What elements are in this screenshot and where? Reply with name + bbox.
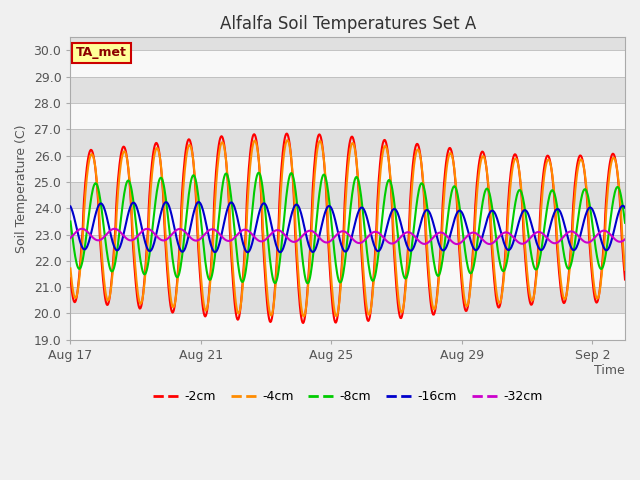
-32cm xyxy=(401,230,409,236)
-32cm xyxy=(180,228,188,233)
-8cm xyxy=(255,170,263,176)
-2cm xyxy=(283,131,291,136)
Bar xyxy=(70,50,625,77)
-32cm xyxy=(355,240,362,246)
-8cm xyxy=(621,220,629,226)
-8cm xyxy=(179,248,187,254)
-32cm xyxy=(492,238,500,243)
Text: TA_met: TA_met xyxy=(76,47,127,60)
-8cm xyxy=(355,180,363,186)
Bar xyxy=(70,103,625,129)
-2cm xyxy=(492,292,500,298)
-8cm xyxy=(492,232,500,238)
Line: -4cm: -4cm xyxy=(70,140,625,316)
-2cm xyxy=(300,320,307,326)
-4cm xyxy=(300,313,308,319)
Title: Alfalfa Soil Temperatures Set A: Alfalfa Soil Temperatures Set A xyxy=(220,15,476,33)
-2cm xyxy=(355,194,363,200)
-2cm xyxy=(402,277,410,283)
Legend: -2cm, -4cm, -8cm, -16cm, -32cm: -2cm, -4cm, -8cm, -16cm, -32cm xyxy=(148,385,548,408)
-16cm xyxy=(621,205,629,211)
-4cm xyxy=(355,188,363,194)
Bar xyxy=(70,261,625,287)
-16cm xyxy=(130,200,138,205)
-16cm xyxy=(244,250,252,255)
-32cm xyxy=(142,226,150,232)
-8cm xyxy=(141,271,149,277)
-16cm xyxy=(402,240,410,245)
-16cm xyxy=(355,208,363,214)
-4cm xyxy=(141,272,149,277)
Line: -8cm: -8cm xyxy=(70,173,625,283)
-16cm xyxy=(179,249,187,254)
Bar xyxy=(70,208,625,235)
-32cm xyxy=(67,235,74,241)
-2cm xyxy=(179,180,187,186)
-2cm xyxy=(67,276,74,281)
-8cm xyxy=(67,218,74,224)
Text: Time: Time xyxy=(595,364,625,377)
-4cm xyxy=(402,282,410,288)
-4cm xyxy=(179,194,187,200)
-2cm xyxy=(621,276,629,282)
-8cm xyxy=(402,276,410,281)
-2cm xyxy=(141,266,149,272)
-32cm xyxy=(453,241,461,247)
-16cm xyxy=(492,212,500,218)
-32cm xyxy=(131,236,138,242)
Y-axis label: Soil Temperature (C): Soil Temperature (C) xyxy=(15,124,28,253)
-8cm xyxy=(304,280,312,286)
Line: -16cm: -16cm xyxy=(70,202,625,252)
Bar xyxy=(70,156,625,182)
-8cm xyxy=(130,201,138,207)
Line: -32cm: -32cm xyxy=(70,229,625,244)
-4cm xyxy=(492,283,500,288)
-2cm xyxy=(130,253,138,259)
Bar xyxy=(70,313,625,340)
-16cm xyxy=(67,204,74,209)
-32cm xyxy=(621,236,629,242)
-16cm xyxy=(141,240,149,246)
-4cm xyxy=(67,265,74,271)
-4cm xyxy=(130,243,138,249)
Line: -2cm: -2cm xyxy=(70,133,625,323)
-32cm xyxy=(78,226,86,232)
-4cm xyxy=(621,267,629,273)
-4cm xyxy=(284,137,291,143)
-16cm xyxy=(195,199,202,205)
